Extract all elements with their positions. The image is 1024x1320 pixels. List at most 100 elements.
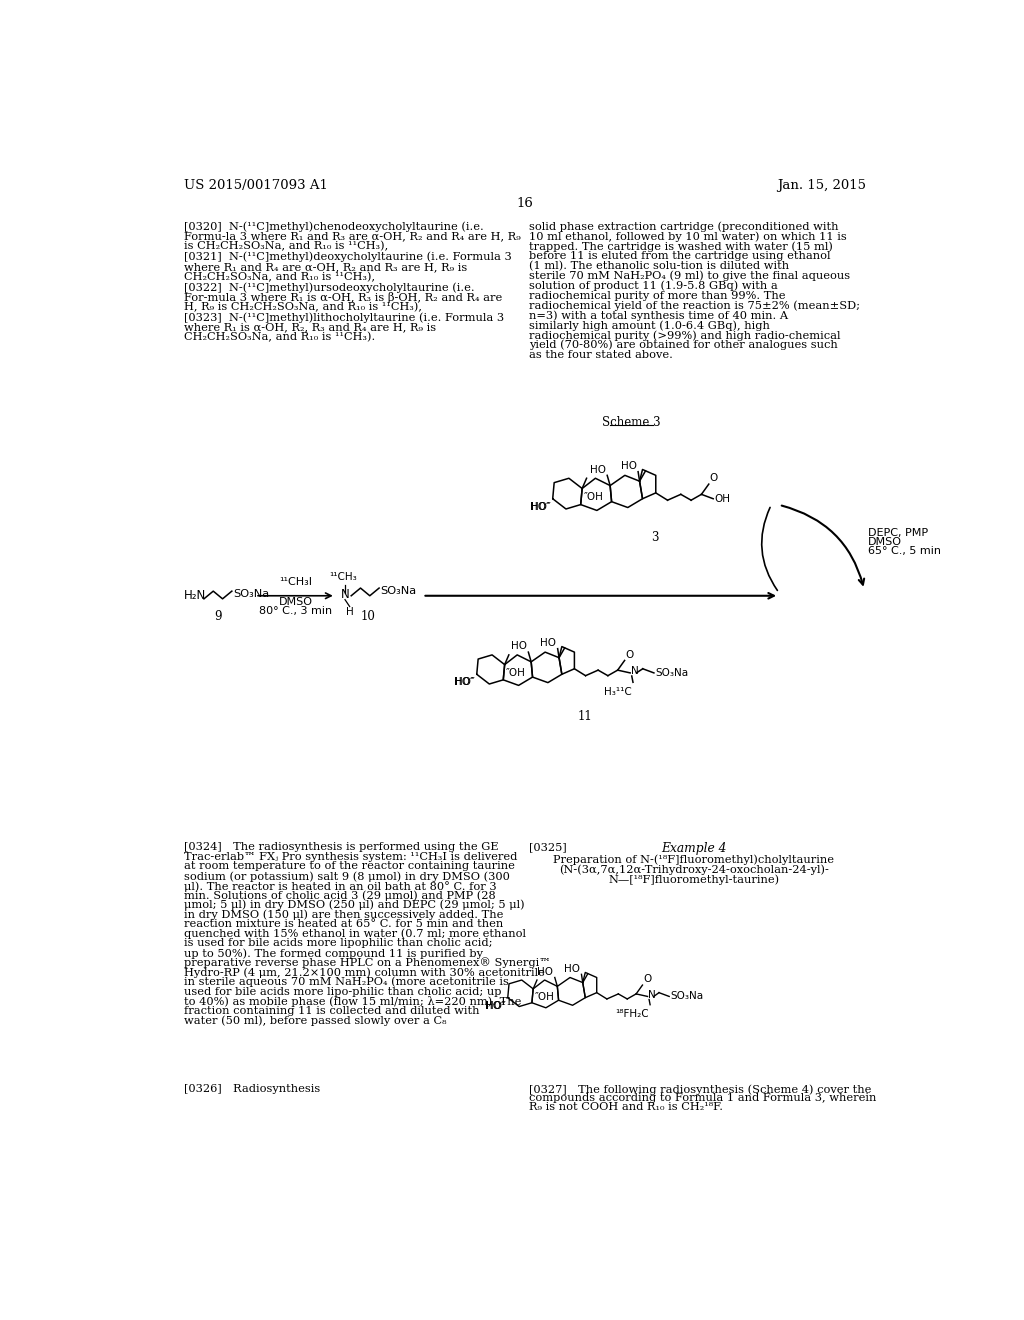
Text: HO: HO [538, 966, 553, 977]
Text: HO″: HO″ [529, 502, 550, 512]
Text: is CH₂CH₂SO₃Na, and R₁₀ is ¹¹CH₃),: is CH₂CH₂SO₃Na, and R₁₀ is ¹¹CH₃), [183, 242, 388, 252]
Text: n=3) with a total synthesis time of 40 min. A: n=3) with a total synthesis time of 40 m… [529, 310, 788, 321]
Text: HO: HO [590, 465, 605, 475]
Text: ″OH: ″OH [535, 991, 555, 1002]
Text: ¹¹CH₃I: ¹¹CH₃I [279, 577, 312, 586]
Text: solid phase extraction cartridge (preconditioned with: solid phase extraction cartridge (precon… [529, 222, 839, 232]
Text: 65° C., 5 min: 65° C., 5 min [868, 546, 941, 557]
Text: 9: 9 [214, 610, 221, 623]
Text: 11: 11 [578, 710, 593, 723]
Text: radiochemical purity of more than 99%. The: radiochemical purity of more than 99%. T… [529, 290, 786, 301]
Text: where R₁ is α-OH, R₂, R₃ and R₄ are H, R₉ is: where R₁ is α-OH, R₂, R₃ and R₄ are H, R… [183, 322, 436, 333]
Text: 10: 10 [360, 610, 376, 623]
Text: [0320]  N-(¹¹C]methyl)chenodeoxycholyltaurine (i.e.: [0320] N-(¹¹C]methyl)chenodeoxycholyltau… [183, 222, 483, 232]
Text: before 11 is eluted from the cartridge using ethanol: before 11 is eluted from the cartridge u… [529, 251, 830, 261]
Text: (N-(3α,7α,12α-Trihydroxy-24-oxocholan-24-yl)-: (N-(3α,7α,12α-Trihydroxy-24-oxocholan-24… [559, 865, 828, 875]
Text: DMSO: DMSO [868, 537, 902, 548]
Text: R₉ is not COOH and R₁₀ is CH₂¹⁸F.: R₉ is not COOH and R₁₀ is CH₂¹⁸F. [529, 1102, 723, 1113]
Text: ″OH: ″OH [584, 491, 603, 502]
Text: 80° C., 3 min: 80° C., 3 min [259, 606, 332, 615]
Text: O: O [710, 474, 718, 483]
Text: 10 ml ethanol, followed by 10 ml water) on which 11 is: 10 ml ethanol, followed by 10 ml water) … [529, 231, 847, 242]
Text: μl). The reactor is heated in an oil bath at 80° C. for 3: μl). The reactor is heated in an oil bat… [183, 880, 497, 891]
Text: [0325]: [0325] [529, 842, 567, 853]
Text: HO: HO [511, 642, 526, 652]
Text: trapped. The cartridge is washed with water (15 ml): trapped. The cartridge is washed with wa… [529, 242, 834, 252]
Text: N—[¹⁸F]fluoromethyl-taurine): N—[¹⁸F]fluoromethyl-taurine) [608, 875, 779, 886]
Text: Preparation of N-(¹⁸F]fluoromethyl)cholyltaurine: Preparation of N-(¹⁸F]fluoromethyl)choly… [553, 854, 835, 865]
Text: 16: 16 [516, 197, 534, 210]
Text: at room temperature to of the reactor containing taurine: at room temperature to of the reactor co… [183, 862, 515, 871]
Text: preparative reverse phase HPLC on a Phenomenex® Synergi™: preparative reverse phase HPLC on a Phen… [183, 958, 551, 969]
Text: solution of product 11 (1.9-5.8 GBq) with a: solution of product 11 (1.9-5.8 GBq) wit… [529, 281, 778, 292]
Text: HO″: HO″ [484, 1001, 505, 1011]
Text: SO₃Na: SO₃Na [381, 586, 417, 597]
Text: where R₁ and R₄ are α-OH, R₂ and R₃ are H, R₉ is: where R₁ and R₄ are α-OH, R₂ and R₃ are … [183, 261, 467, 272]
Text: [0324] The radiosynthesis is performed using the GE: [0324] The radiosynthesis is performed u… [183, 842, 499, 853]
Text: O: O [643, 974, 651, 985]
Text: fraction containing 11 is collected and diluted with: fraction containing 11 is collected and … [183, 1006, 479, 1016]
Text: [0327] The following radiosynthesis (Scheme 4) cover the: [0327] The following radiosynthesis (Sch… [529, 1084, 871, 1094]
Text: N: N [631, 667, 639, 676]
Text: HO: HO [564, 964, 580, 974]
Text: Jan. 15, 2015: Jan. 15, 2015 [777, 180, 866, 193]
Text: SO₃Na: SO₃Na [671, 991, 703, 1002]
Text: [0322]  N-(¹¹C]methyl)ursodeoxycholyltaurine (i.e.: [0322] N-(¹¹C]methyl)ursodeoxycholyltaur… [183, 282, 474, 293]
Text: is used for bile acids more lipophilic than cholic acid;: is used for bile acids more lipophilic t… [183, 939, 493, 948]
Text: in sterile aqueous 70 mM NaH₂PO₄ (more acetonitrile is: in sterile aqueous 70 mM NaH₂PO₄ (more a… [183, 977, 509, 987]
Text: to 40%) as mobile phase (flow 15 ml/min; λ=220 nm). The: to 40%) as mobile phase (flow 15 ml/min;… [183, 997, 521, 1007]
Text: [0326] Radiosynthesis: [0326] Radiosynthesis [183, 1084, 321, 1094]
Text: radiochemical yield of the reaction is 75±2% (mean±SD;: radiochemical yield of the reaction is 7… [529, 301, 860, 312]
Text: H, R₉ is CH₂CH₂SO₃Na, and R₁₀ is ¹¹CH₃),: H, R₉ is CH₂CH₂SO₃Na, and R₁₀ is ¹¹CH₃), [183, 302, 422, 313]
Text: sodium (or potassium) salt 9 (8 μmol) in dry DMSO (300: sodium (or potassium) salt 9 (8 μmol) in… [183, 871, 510, 882]
Text: H: H [346, 607, 353, 618]
Text: radiochemical purity (>99%) and high radio­chemical: radiochemical purity (>99%) and high rad… [529, 330, 841, 341]
Text: Trac­erlab™ FXⱼ Pro synthesis system: ¹¹CH₃I is delivered: Trac­erlab™ FXⱼ Pro synthesis system: ¹¹… [183, 851, 517, 862]
Text: reaction mixture is heated at 65° C. for 5 min and then: reaction mixture is heated at 65° C. for… [183, 919, 503, 929]
Text: SO₃Na: SO₃Na [655, 668, 688, 678]
Text: Formu­la 3 where R₁ and R₃ are α-OH, R₂ and R₄ are H, R₉: Formu­la 3 where R₁ and R₃ are α-OH, R₂ … [183, 231, 520, 242]
Text: yield (70-80%) are obtained for other analogues such: yield (70-80%) are obtained for other an… [529, 339, 839, 350]
Text: up to 50%). The formed compound 11 is purified by: up to 50%). The formed compound 11 is pu… [183, 948, 482, 958]
Text: [0323]  N-(¹¹C]methyl)lithocholyltaurine (i.e. Formula 3: [0323] N-(¹¹C]methyl)lithocholyltaurine … [183, 313, 504, 323]
Text: min. Solutions of cholic acid 3 (29 μmol) and PMP (28: min. Solutions of cholic acid 3 (29 μmol… [183, 890, 496, 900]
Text: ¹⁸FH₂C: ¹⁸FH₂C [615, 1010, 648, 1019]
Text: DEPC, PMP: DEPC, PMP [868, 528, 928, 539]
Text: HO: HO [540, 638, 556, 648]
Text: HO″: HO″ [456, 677, 475, 688]
Text: DMSO: DMSO [279, 597, 312, 606]
Text: H₂N: H₂N [183, 589, 206, 602]
Text: in dry DMSO (150 μl) are then successively added. The: in dry DMSO (150 μl) are then successive… [183, 909, 503, 920]
Text: US 2015/0017093 A1: US 2015/0017093 A1 [183, 180, 328, 193]
Text: compounds according to Formula 1 and Formula 3, wherein: compounds according to Formula 1 and For… [529, 1093, 877, 1104]
Text: similarly high amount (1.0-6.4 GBq), high: similarly high amount (1.0-6.4 GBq), hig… [529, 319, 770, 331]
Text: ¹¹CH₃: ¹¹CH₃ [330, 572, 357, 582]
Text: OH: OH [715, 494, 731, 504]
Text: H₃¹¹C: H₃¹¹C [604, 686, 632, 697]
Text: ″OH: ″OH [506, 668, 526, 677]
Text: Example 4: Example 4 [662, 842, 726, 855]
Text: For­mula 3 where R₁ is α-OH, R₃ is β-OH, R₂ and R₄ are: For­mula 3 where R₁ is α-OH, R₃ is β-OH,… [183, 292, 502, 304]
Text: HO″: HO″ [531, 502, 551, 512]
Text: N: N [341, 589, 349, 602]
Text: 3: 3 [651, 531, 658, 544]
Text: water (50 ml), before passed slowly over a C₈: water (50 ml), before passed slowly over… [183, 1015, 446, 1026]
Text: (1 ml). The ethanolic solu­tion is diluted with: (1 ml). The ethanolic solu­tion is dilut… [529, 261, 790, 272]
Text: Scheme 3: Scheme 3 [602, 416, 662, 429]
Text: N: N [648, 990, 656, 999]
Text: Hydro-RP (4 μm, 21.2×100 mm) column with 30% acetonitrile: Hydro-RP (4 μm, 21.2×100 mm) column with… [183, 968, 545, 978]
Text: used for bile acids more lipo­philic than cholic acid; up: used for bile acids more lipo­philic tha… [183, 986, 502, 997]
Text: μmol; 5 μl) in dry DMSO (250 μl) and DEPC (29 μmol; 5 μl): μmol; 5 μl) in dry DMSO (250 μl) and DEP… [183, 900, 524, 911]
Text: O: O [626, 649, 634, 660]
Text: sterile 70 mM NaH₂PO₄ (9 ml) to give the final aqueous: sterile 70 mM NaH₂PO₄ (9 ml) to give the… [529, 271, 851, 281]
FancyArrowPatch shape [762, 507, 777, 590]
Text: HO: HO [621, 461, 637, 471]
Text: as the four stated above.: as the four stated above. [529, 350, 674, 359]
Text: HO″: HO″ [486, 1001, 506, 1011]
Text: CH₂CH₂SO₃Na, and R₁₀ is ¹¹CH₃),: CH₂CH₂SO₃Na, and R₁₀ is ¹¹CH₃), [183, 272, 375, 282]
Text: CH₂CH₂SO₃Na, and R₁₀ is ¹¹CH₃).: CH₂CH₂SO₃Na, and R₁₀ is ¹¹CH₃). [183, 333, 375, 343]
Text: SO₃Na: SO₃Na [233, 589, 269, 599]
Text: quenched with 15% ethanol in water (0.7 ml; more ethanol: quenched with 15% ethanol in water (0.7 … [183, 929, 525, 940]
Text: [0321]  N-(¹¹C]methyl)deoxycholyltaurine (i.e. Formula 3: [0321] N-(¹¹C]methyl)deoxycholyltaurine … [183, 252, 512, 263]
Text: HO″: HO″ [454, 677, 474, 688]
